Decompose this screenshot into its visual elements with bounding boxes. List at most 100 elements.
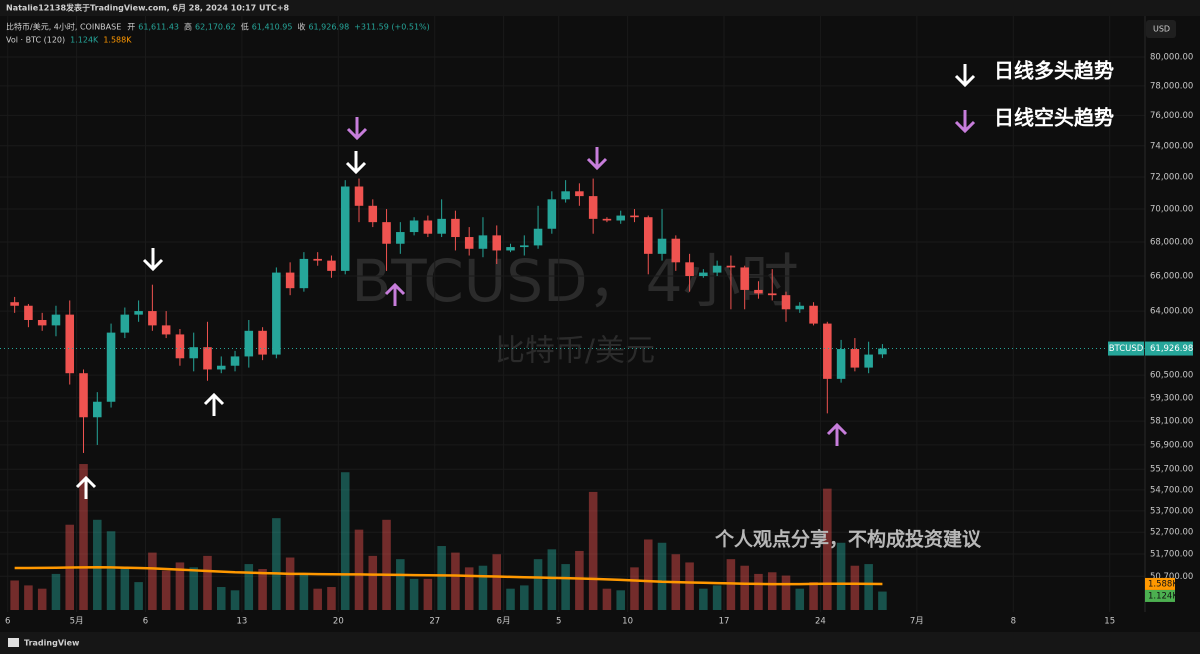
plot-area	[0, 16, 1145, 612]
volume-bar	[409, 578, 419, 610]
legend-item-name: 开	[127, 23, 135, 32]
x-tick-label: 6	[143, 617, 148, 627]
candle-body	[258, 330, 267, 355]
volume-bar	[37, 588, 47, 610]
candle-body	[93, 401, 102, 418]
candle-body	[464, 237, 474, 249]
candle-body	[51, 314, 61, 326]
volume-bar	[616, 590, 625, 610]
volume-bar	[148, 552, 157, 610]
volume-bar	[602, 588, 612, 610]
candle-body	[657, 238, 667, 254]
volume-bar	[464, 567, 474, 610]
volume-bar	[340, 472, 350, 610]
candle-body	[492, 235, 502, 251]
candle-body	[354, 186, 364, 206]
y-tick-label: 53,700.00	[1150, 506, 1193, 516]
volume-bar	[492, 554, 502, 610]
candle-body	[685, 262, 694, 277]
volume-bar	[781, 575, 791, 610]
candle-body	[520, 245, 529, 248]
y-tick-label: 78,000.00	[1150, 81, 1193, 91]
x-tick-label: 27	[429, 617, 440, 627]
volume-bar	[272, 518, 281, 610]
watermark-subtitle: 比特币/美元	[495, 334, 655, 369]
volume-ma-line	[14, 565, 883, 586]
legend-item-name: 收	[297, 22, 305, 32]
y-tick-label: 70,000.00	[1150, 205, 1193, 215]
volume-bar	[533, 559, 543, 610]
candle-body	[423, 220, 433, 234]
candle-body	[823, 323, 832, 379]
candle-body	[767, 293, 777, 296]
candle-body	[285, 272, 295, 289]
candle-body	[630, 215, 639, 218]
x-tick-label: 5月	[70, 617, 84, 627]
candle-body	[327, 260, 336, 271]
volume-bar	[120, 567, 130, 610]
candle-body	[244, 330, 254, 357]
volume-bar	[520, 585, 529, 610]
ma-last-box	[1145, 577, 1175, 590]
volume-bar	[712, 585, 722, 610]
legend-bear-text: 日线空头趋势	[994, 106, 1114, 130]
candle-body	[175, 334, 185, 359]
volume-bar	[382, 519, 391, 610]
volume-bar	[478, 565, 488, 610]
volume-bar	[878, 591, 887, 610]
candle-body	[65, 314, 75, 374]
candle-body	[451, 218, 460, 238]
y-tick-label: 50,700.00	[1150, 572, 1193, 582]
candle-body	[740, 267, 749, 290]
volume-bar	[24, 585, 33, 610]
volume-bar	[175, 562, 185, 610]
candle-body	[272, 272, 281, 355]
annotations: 日线多头趋势 日线空头趋势 个人观点分享，不构成投资建议	[75, 59, 1114, 551]
candle-body	[588, 196, 598, 219]
volume-bar	[754, 573, 763, 610]
price-label-box	[1145, 341, 1193, 356]
candle-body	[299, 258, 309, 289]
candle-body	[699, 272, 708, 277]
candle-body	[24, 305, 33, 320]
volume-bar	[368, 555, 378, 610]
candle-body	[134, 311, 143, 315]
volume-bar	[451, 552, 460, 610]
y-tick-label: 56,900.00	[1150, 440, 1193, 450]
candle-body	[10, 302, 19, 306]
logo-icon	[8, 638, 19, 647]
price-label-symbol-box	[1108, 341, 1144, 356]
candle-body	[230, 356, 240, 366]
x-tick-label: 20	[333, 617, 344, 627]
x-tick-label: 15	[1104, 617, 1115, 627]
candle-body	[409, 220, 419, 233]
volume-bar	[230, 590, 240, 610]
y-tick-label: 80,000.00	[1150, 53, 1193, 63]
candle-body	[643, 217, 653, 254]
ohlc-legend: 比特币/美元, 4小时, COINBASE 开 61,611.43 高 62,170.6…	[6, 22, 430, 45]
volume-last-label: 1.124K	[1148, 591, 1178, 601]
candle-body	[671, 238, 681, 263]
ma-last-label: 1.588K	[1148, 579, 1178, 589]
volume-bar	[327, 587, 336, 610]
volume-bar	[588, 491, 598, 610]
x-tick-label: 5	[556, 617, 561, 627]
x-tick-label: 6月	[497, 617, 511, 627]
candle-body	[864, 354, 873, 368]
candle-body	[795, 305, 805, 310]
volume-bar	[795, 588, 805, 610]
x-tick-label: 8	[1011, 617, 1016, 627]
volume-bar	[354, 529, 364, 610]
volume-bar	[809, 582, 818, 610]
volume-bar	[699, 588, 708, 610]
volume-bar	[864, 564, 873, 610]
disclaimer: 个人观点分享，不构成投资建议	[714, 528, 982, 551]
y-tick-label: 68,000.00	[1150, 238, 1193, 248]
y-tick-label: 58,100.00	[1150, 417, 1193, 427]
x-tick-label: 13	[237, 617, 248, 627]
price-label-value: 61,926.98	[1150, 344, 1193, 354]
volume-last-box	[1145, 589, 1175, 602]
candle-body	[561, 191, 570, 200]
candle-body	[203, 347, 212, 370]
candle-body	[781, 295, 791, 310]
